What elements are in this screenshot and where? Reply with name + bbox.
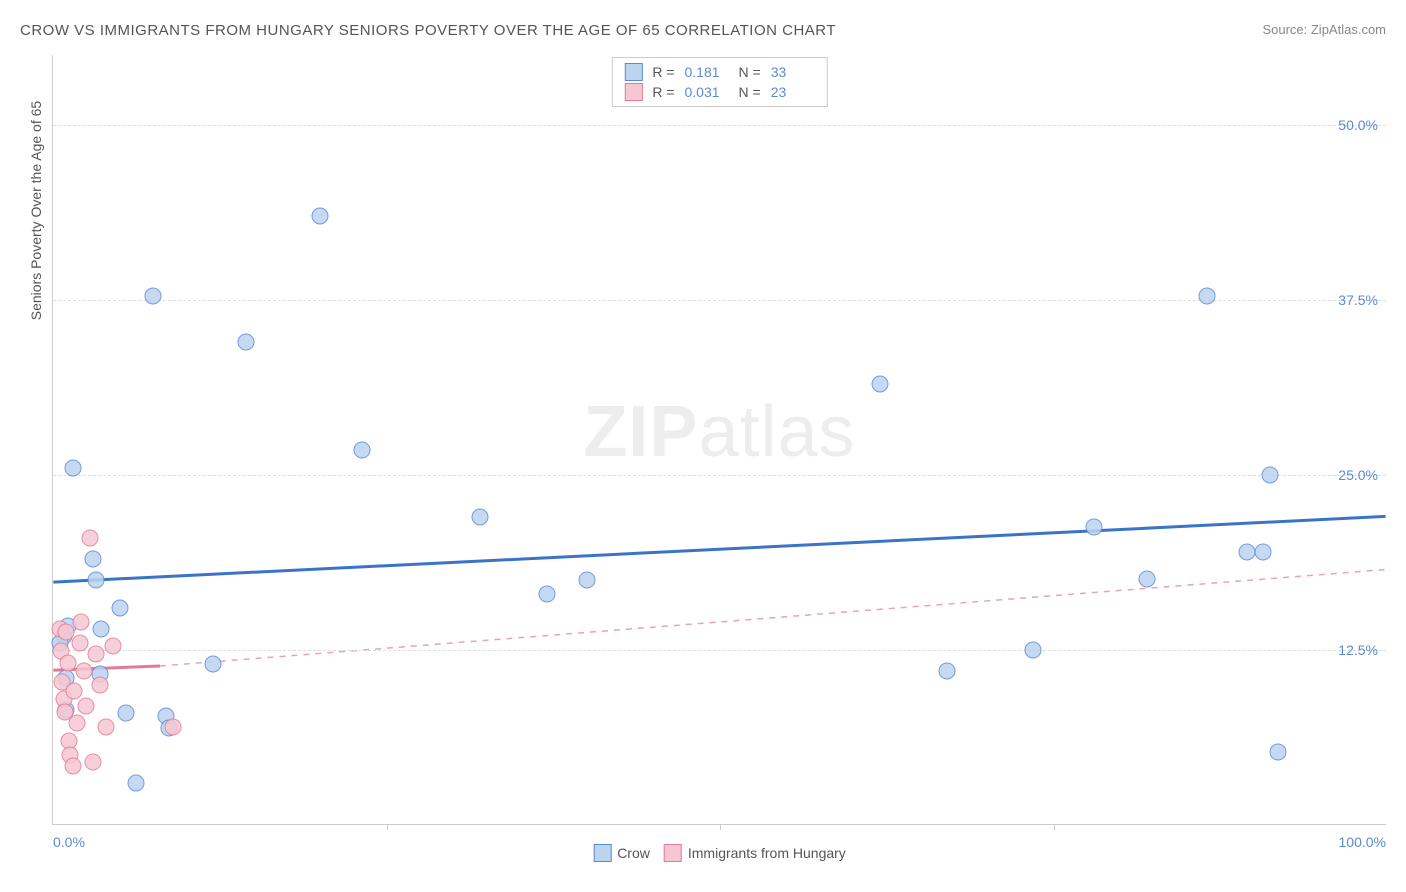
x-tick-mark <box>387 824 388 830</box>
legend-swatch <box>664 844 682 862</box>
y-tick-label: 12.5% <box>1338 642 1378 658</box>
gridline-h <box>53 475 1386 476</box>
scatter-point <box>78 698 95 715</box>
scatter-point <box>66 682 83 699</box>
scatter-point <box>1085 518 1102 535</box>
scatter-point <box>538 586 555 603</box>
x-tick-mark <box>1054 824 1055 830</box>
x-tick-mark <box>720 824 721 830</box>
scatter-point <box>93 621 110 638</box>
chart-title: CROW VS IMMIGRANTS FROM HUNGARY SENIORS … <box>20 22 836 39</box>
scatter-point <box>118 705 135 722</box>
scatter-point <box>578 572 595 589</box>
source-label: Source: ZipAtlas.com <box>1262 22 1386 37</box>
legend-series-label: Crow <box>617 845 650 861</box>
scatter-point <box>1269 744 1286 761</box>
scatter-point <box>85 754 102 771</box>
gridline-h <box>53 300 1386 301</box>
scatter-point <box>311 208 328 225</box>
legend-stats-row: R = 0.031 N = 23 <box>624 82 814 102</box>
trend-lines-svg <box>53 55 1386 824</box>
y-tick-label: 37.5% <box>1338 292 1378 308</box>
scatter-point <box>69 714 86 731</box>
legend-series-item: Immigrants from Hungary <box>664 844 846 862</box>
gridline-h <box>53 125 1386 126</box>
legend-series-item: Crow <box>593 844 650 862</box>
scatter-point <box>87 572 104 589</box>
scatter-point <box>127 775 144 792</box>
legend-n-value: 33 <box>771 64 815 80</box>
plot-area: ZIPatlas R =0.181N =33R =0.031N =23 Crow… <box>52 55 1386 825</box>
legend-swatch <box>624 83 642 101</box>
scatter-point <box>205 656 222 673</box>
scatter-point <box>872 376 889 393</box>
scatter-point <box>238 334 255 351</box>
scatter-point <box>65 460 82 477</box>
scatter-point <box>75 663 92 680</box>
x-tick-label: 100.0% <box>1339 834 1386 850</box>
legend-n-value: 23 <box>771 84 815 100</box>
legend-series-label: Immigrants from Hungary <box>688 845 846 861</box>
scatter-point <box>91 677 108 694</box>
scatter-point <box>98 719 115 736</box>
scatter-point <box>73 614 90 631</box>
scatter-point <box>82 530 99 547</box>
legend-r-value: 0.181 <box>685 64 729 80</box>
scatter-point <box>165 719 182 736</box>
scatter-point <box>1025 642 1042 659</box>
legend-swatch <box>624 63 642 81</box>
legend-n-label: N = <box>739 64 761 80</box>
legend-r-label: R = <box>652 64 674 80</box>
y-tick-label: 50.0% <box>1338 117 1378 133</box>
scatter-point <box>1198 287 1215 304</box>
scatter-point <box>105 637 122 654</box>
legend-stats-row: R = 0.181 N = 33 <box>624 62 814 82</box>
y-axis-label: Seniors Poverty Over the Age of 65 <box>28 101 44 320</box>
scatter-point <box>87 646 104 663</box>
x-tick-label: 0.0% <box>53 834 85 850</box>
gridline-h <box>53 650 1386 651</box>
scatter-point <box>1254 544 1271 561</box>
watermark: ZIPatlas <box>583 390 855 472</box>
scatter-point <box>1238 544 1255 561</box>
scatter-point <box>471 509 488 526</box>
legend-r-label: R = <box>652 84 674 100</box>
scatter-point <box>111 600 128 617</box>
legend-swatch <box>593 844 611 862</box>
scatter-point <box>145 287 162 304</box>
scatter-point <box>59 654 76 671</box>
y-tick-label: 25.0% <box>1338 467 1378 483</box>
scatter-point <box>1138 570 1155 587</box>
scatter-point <box>71 635 88 652</box>
scatter-point <box>354 441 371 458</box>
legend-r-value: 0.031 <box>685 84 729 100</box>
legend-series: Crow Immigrants from Hungary <box>593 844 846 862</box>
scatter-point <box>65 758 82 775</box>
scatter-point <box>938 663 955 680</box>
scatter-point <box>1261 467 1278 484</box>
legend-n-label: N = <box>739 84 761 100</box>
legend-stats: R = 0.181 N = 33 R = 0.031 N = 23 <box>611 57 827 107</box>
scatter-point <box>85 551 102 568</box>
